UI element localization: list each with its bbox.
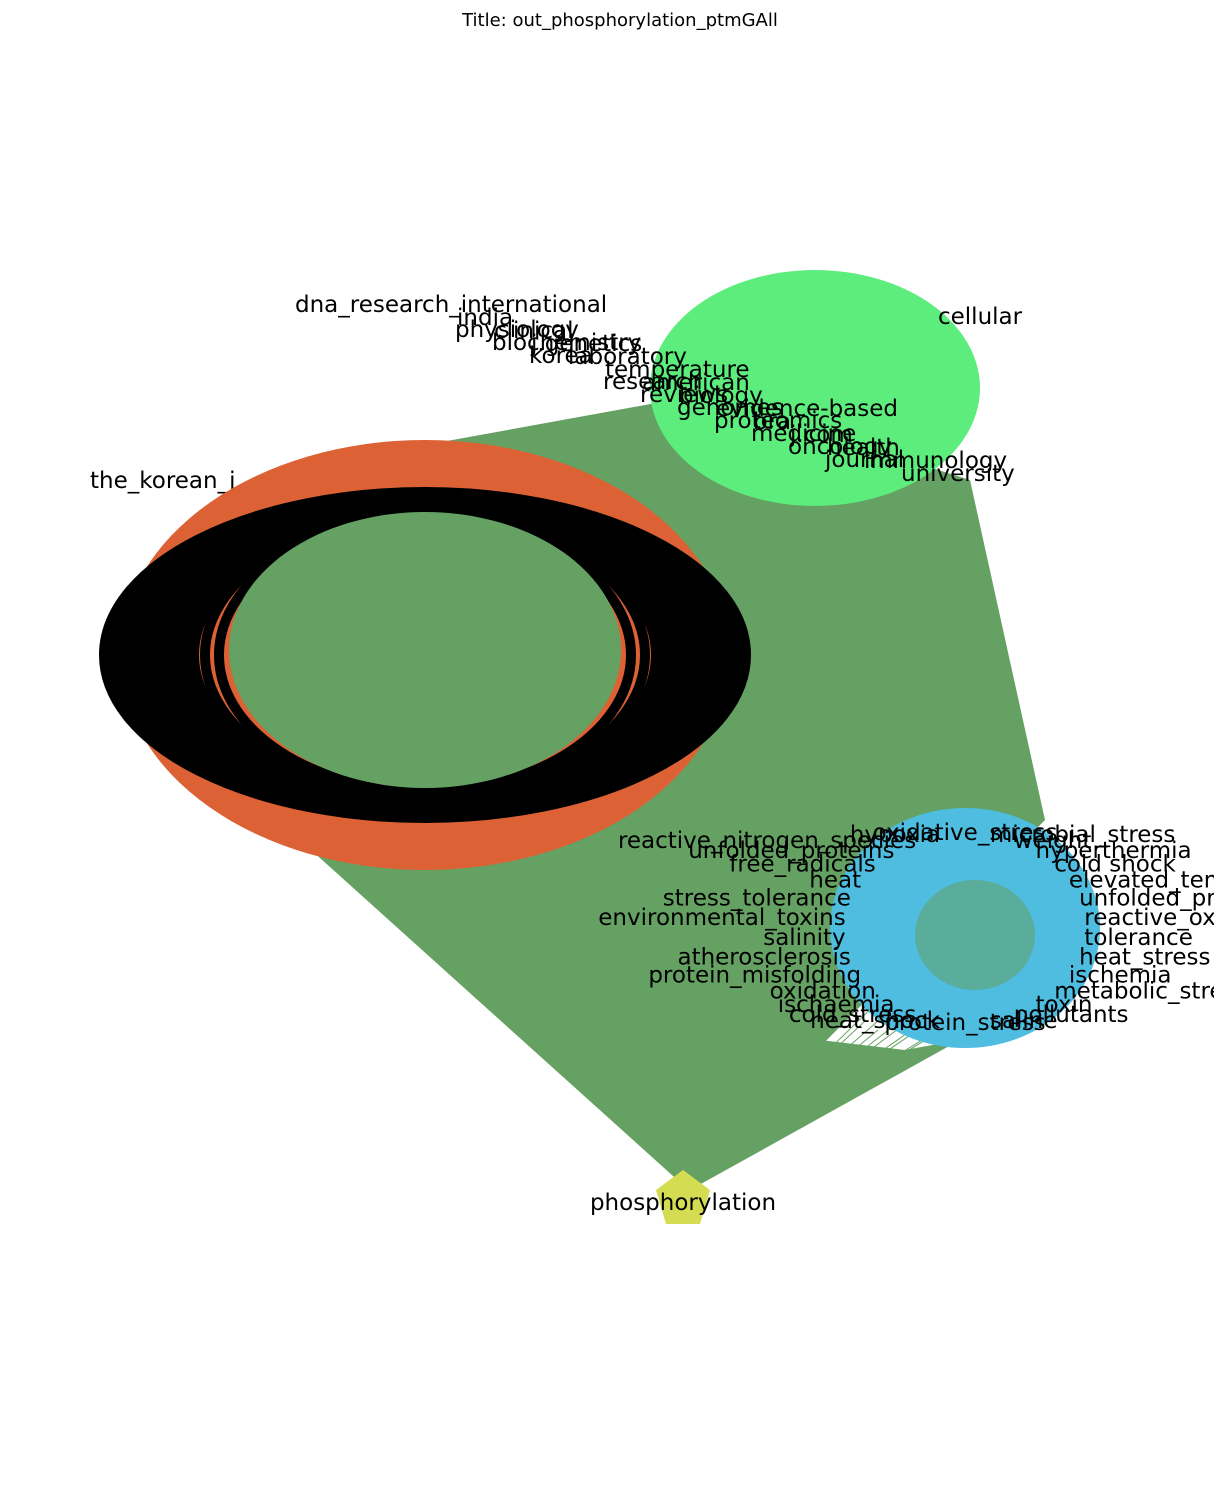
stress-label: hypoxia <box>850 822 940 848</box>
stress-label: elevated_temperature <box>1069 868 1214 894</box>
edge-line <box>689 989 891 1186</box>
journal-label: oncology <box>788 434 892 460</box>
stress-label: protein_misfolding <box>648 963 861 989</box>
journal-label: cellular <box>938 304 1023 330</box>
stress-label: unfolded_protein_response <box>1079 886 1214 912</box>
stress-label: oxidative_stress <box>873 820 1058 846</box>
edge-line <box>689 989 831 1186</box>
stress-label: unfolded_proteins <box>688 838 894 864</box>
stress-label: heat_shock <box>810 1008 941 1034</box>
stress-label: heat <box>809 868 861 894</box>
edge-line <box>689 1009 855 1186</box>
stress-label: environmental_toxins <box>598 905 845 931</box>
stress-label: pollutants <box>1014 1002 1129 1028</box>
journal-label: american <box>642 370 750 396</box>
stress-labels: oxidative_stressmicrobial_stressweighthy… <box>598 820 1214 1036</box>
journal-label: research <box>603 369 703 395</box>
journal-label: proteomics <box>714 408 842 434</box>
stress-label: oxidation <box>770 979 876 1005</box>
stress-label: atherosclerosis <box>677 944 850 970</box>
journal-label: evidence-based <box>716 396 898 422</box>
stress-cluster-center <box>915 880 1035 990</box>
edge-line <box>689 1009 915 1186</box>
journal-label: temperature <box>605 357 750 383</box>
stress-label: stress_tolerance <box>663 886 851 912</box>
journal-label: biochemistry <box>492 330 641 356</box>
edge-line <box>689 1019 927 1186</box>
journal-label: j.genetics <box>530 331 642 357</box>
journal-label: genomes <box>677 395 783 421</box>
journal-label: reviews <box>640 382 728 408</box>
edge-line <box>689 999 903 1186</box>
stress-label: cold shock <box>1054 851 1176 877</box>
hub-pentagon <box>656 1170 710 1224</box>
stress-label: ischaemia <box>778 992 895 1018</box>
stress-label: microbial_stress <box>990 822 1176 848</box>
journal-label: bra <box>753 409 791 435</box>
edge-line <box>689 999 843 1186</box>
edge-line <box>689 1009 795 1186</box>
journal-labels: dna_research_internationalindiaclinicalj… <box>90 292 1023 494</box>
diagram-title: Title: out_phosphorylation_ptmGAll <box>461 10 778 31</box>
journal-label: dna_research_international <box>295 292 607 318</box>
stress-cluster: oxidative_stressmicrobial_stressweighthy… <box>598 808 1214 1048</box>
journal-label: health <box>827 435 900 461</box>
journal-label: clinical <box>494 318 574 344</box>
journal-label: laboratory <box>568 344 687 370</box>
stress-label: reactive_nitrogen_species <box>618 828 916 854</box>
journal-label: university <box>901 461 1015 487</box>
edge-line <box>689 1019 867 1186</box>
journal-label: the_korean_j <box>90 468 235 494</box>
journal-label: immunology <box>864 448 1007 474</box>
stress-label: free_radicals <box>729 851 876 877</box>
journal-label: medicine <box>751 421 856 447</box>
stress-label: cold_stress <box>789 1002 916 1028</box>
journal-cluster-node-mass <box>650 270 980 506</box>
edge-line <box>689 989 771 1186</box>
journal-label: biology <box>679 383 763 409</box>
edge-line <box>689 1029 879 1186</box>
stress-label: metabolic_stress <box>1054 979 1214 1005</box>
stress-label: protein_stress <box>884 1010 1045 1036</box>
hub-label: phosphorylation <box>590 1190 776 1216</box>
stress-label: tolerance <box>1084 925 1193 951</box>
stress-label: reactive_oxygen_species <box>1084 905 1214 931</box>
journal-label: journal <box>824 447 904 473</box>
stress-label: heat_stress <box>1079 944 1210 970</box>
hub-node: phosphorylation <box>590 1170 776 1224</box>
stress-label: hyperthermia <box>1036 838 1192 864</box>
journal-label: korea <box>529 343 593 369</box>
stress-label: weight <box>1014 828 1092 854</box>
stress-label: saline <box>990 1008 1058 1034</box>
pathway-cluster-core <box>229 512 621 788</box>
pathway-cluster <box>99 440 751 870</box>
journal-cluster: dna_research_internationalindiaclinicalj… <box>90 270 1023 506</box>
journal-label: j.com <box>789 422 853 448</box>
stress-label: ischemia <box>1069 963 1172 989</box>
edge-line <box>689 999 783 1186</box>
journal-label: physiology <box>455 317 579 343</box>
journal-label: india <box>457 305 513 331</box>
stress-label: toxin <box>1036 992 1093 1018</box>
stress-label: salinity <box>763 925 845 951</box>
